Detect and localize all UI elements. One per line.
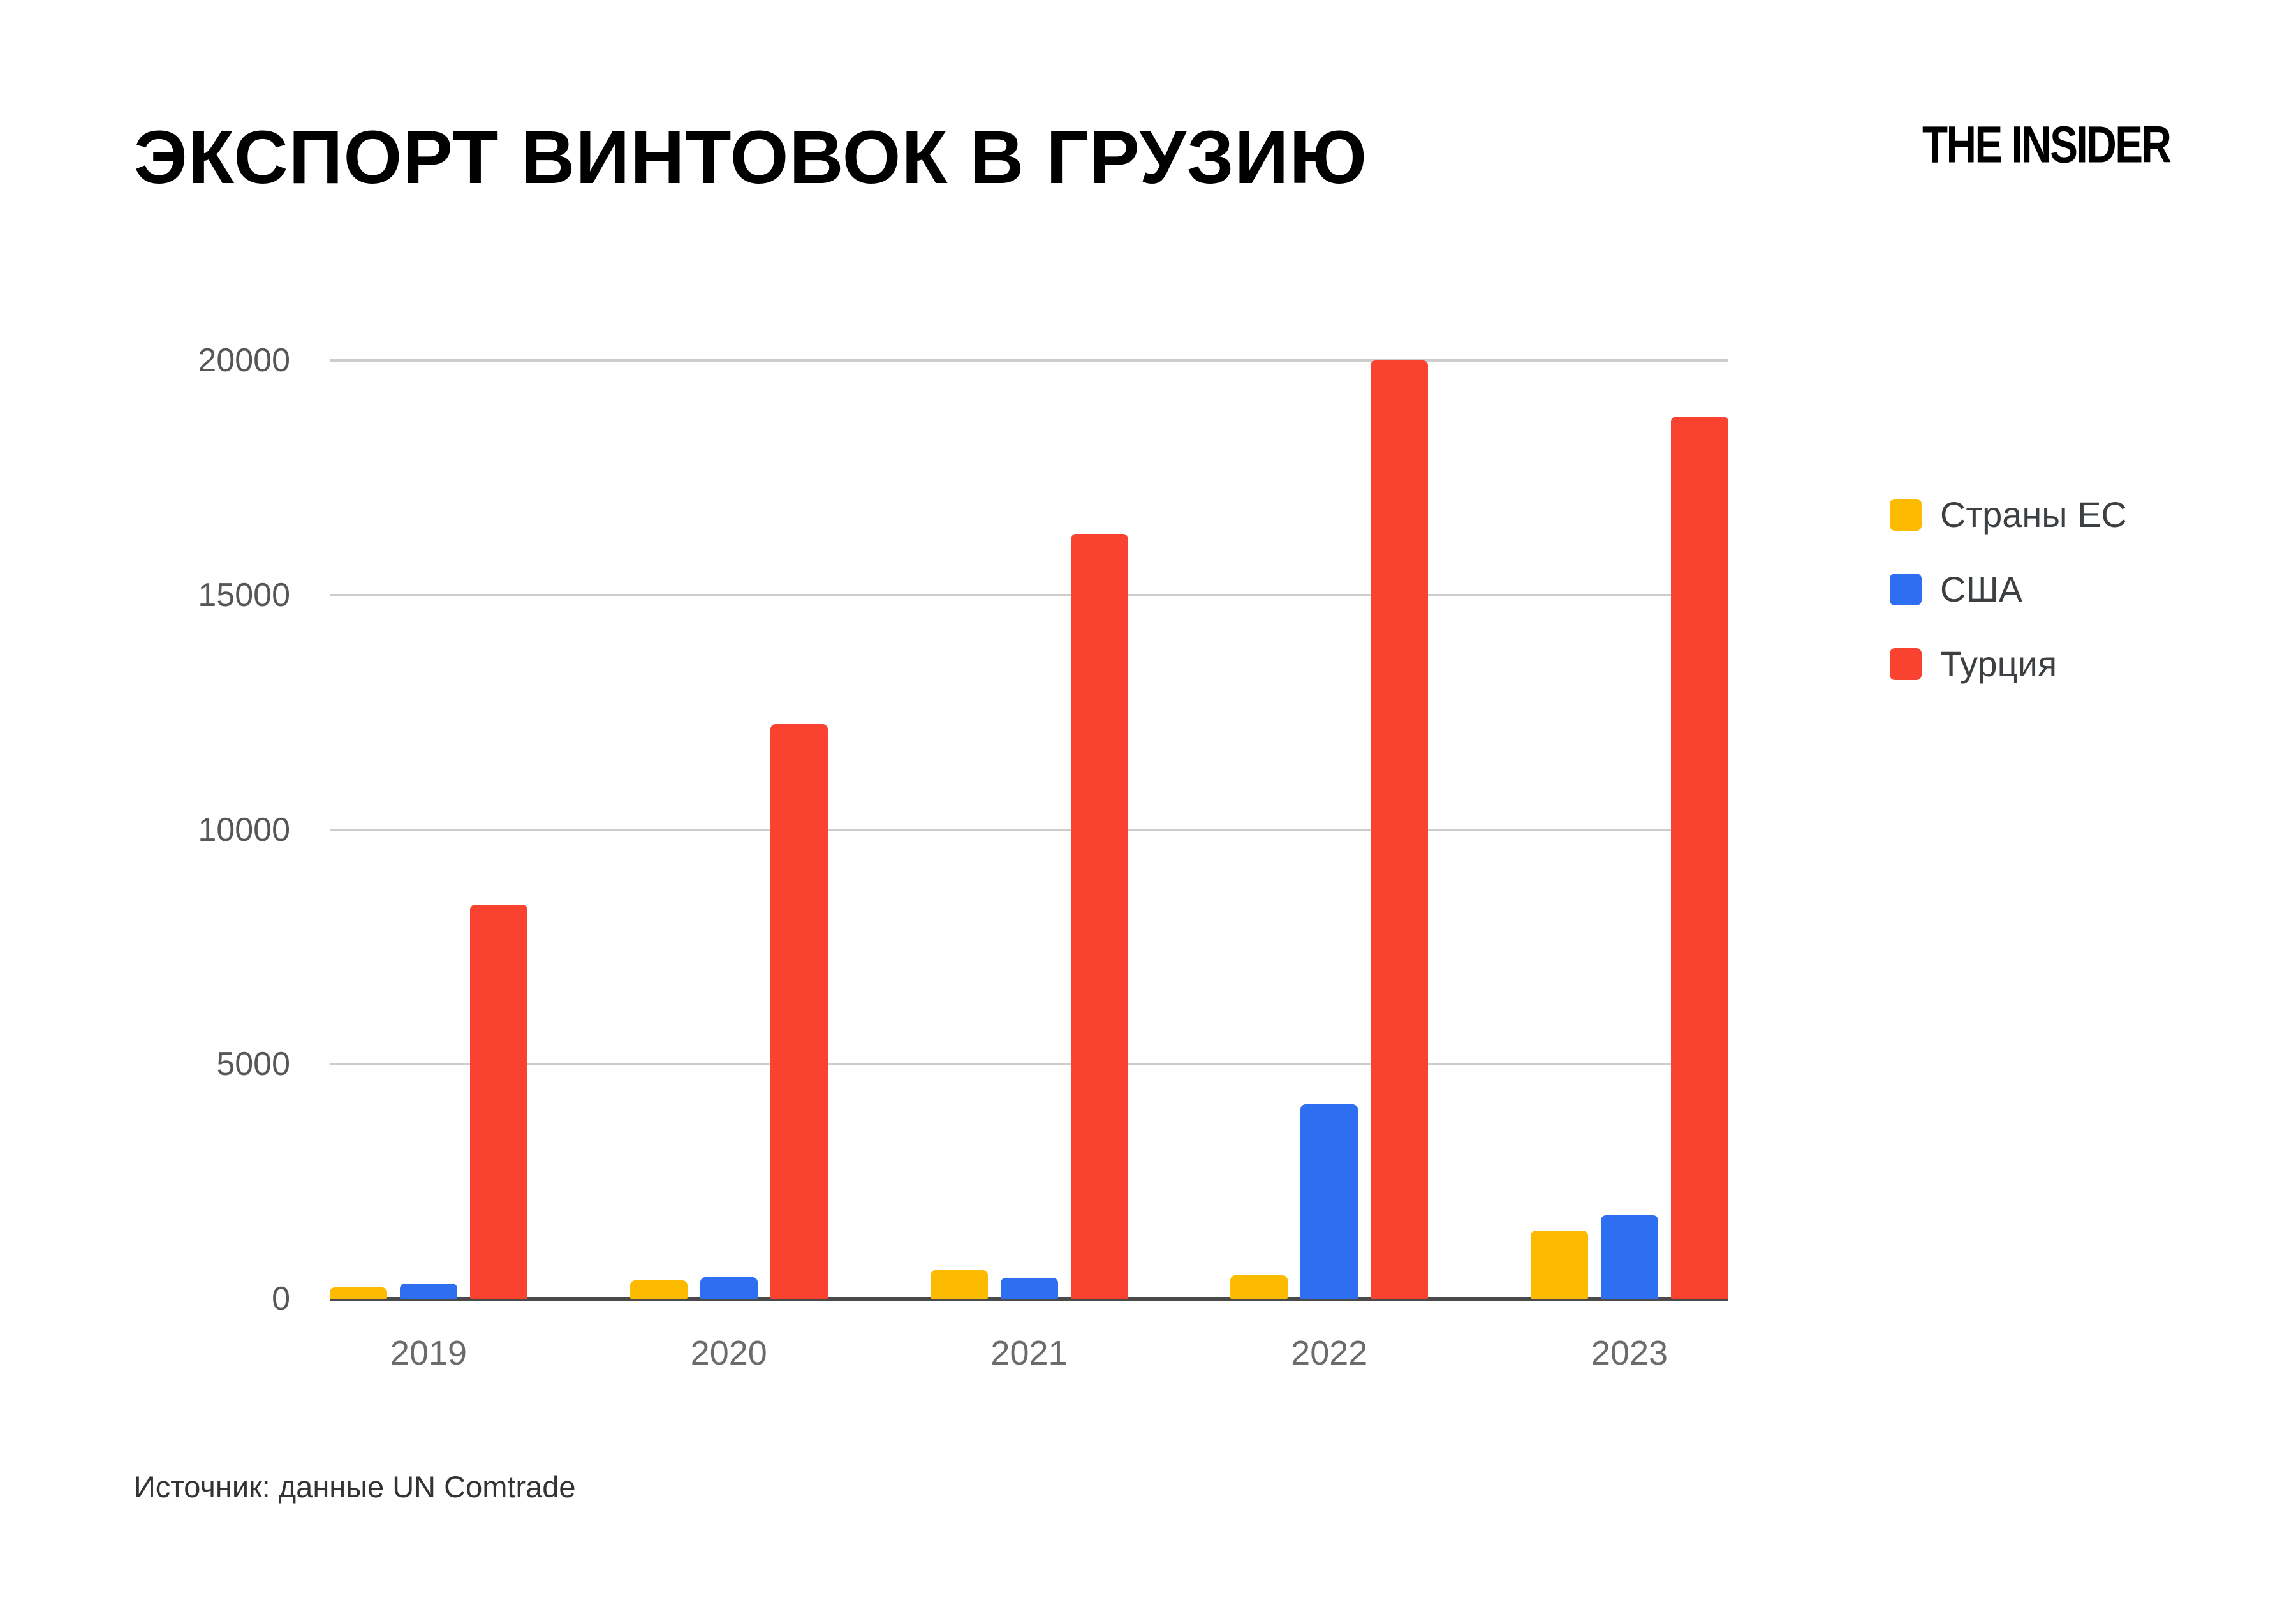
bar-group-2019	[330, 360, 527, 1299]
legend: Страны ЕС США Турция	[1890, 497, 2127, 682]
y-tick-label: 0	[272, 1280, 290, 1317]
legend-item: Страны ЕС	[1890, 497, 2127, 533]
source-note: Источник: данные UN Comtrade	[134, 1470, 576, 1504]
gridline	[330, 593, 1728, 596]
bar-2020-series3	[770, 724, 828, 1299]
bar-2020-series2	[700, 1277, 758, 1299]
legend-color-swatch	[1890, 648, 1922, 680]
gridline	[330, 359, 1728, 362]
bar-2021-series1	[930, 1270, 988, 1299]
axis-baseline	[330, 1297, 1728, 1301]
legend-label: США	[1940, 569, 2023, 609]
x-axis-labels: 2019 2020 2021 2022 2023	[330, 1335, 1728, 1386]
bar-2023-series3	[1671, 417, 1728, 1299]
bar-2022-series1	[1230, 1275, 1288, 1299]
gridline	[330, 1063, 1728, 1066]
bar-2019-series1	[330, 1287, 387, 1299]
y-tick-label: 20000	[198, 342, 290, 379]
bar-group-2021	[930, 360, 1128, 1299]
legend-item: США	[1890, 572, 2127, 607]
bar-2023-series2	[1601, 1215, 1658, 1299]
legend-label: Страны ЕС	[1940, 494, 2127, 535]
x-tick-label: 2020	[690, 1334, 767, 1372]
bar-2022-series2	[1300, 1104, 1358, 1299]
y-tick-label: 15000	[198, 576, 290, 614]
legend-color-swatch	[1890, 574, 1922, 605]
bar-group-2020	[629, 360, 828, 1299]
y-tick-label: 10000	[198, 811, 290, 848]
bar-group-2022	[1230, 360, 1429, 1299]
bar-2019-series2	[400, 1284, 457, 1299]
plot-area	[330, 359, 1728, 1301]
bar-2023-series1	[1531, 1231, 1588, 1299]
legend-label: Турция	[1940, 644, 2057, 684]
brand-logo: THE INSIDER	[1922, 115, 2172, 174]
bar-2022-series3	[1371, 360, 1429, 1299]
page-title: ЭКСПОРТ ВИНТОВОК В ГРУЗИЮ	[134, 115, 1368, 200]
bar-2021-series3	[1070, 534, 1128, 1299]
x-tick-label: 2021	[990, 1334, 1068, 1372]
bar-2020-series1	[629, 1280, 688, 1299]
gridline	[330, 828, 1728, 831]
legend-color-swatch	[1890, 499, 1922, 531]
x-tick-label: 2023	[1591, 1334, 1668, 1372]
bar-2019-series3	[470, 905, 527, 1299]
x-tick-label: 2022	[1291, 1334, 1368, 1372]
x-tick-label: 2019	[390, 1334, 467, 1372]
legend-item: Турция	[1890, 646, 2127, 682]
y-axis-labels: 0 5000 10000 15000 20000	[0, 343, 290, 1317]
bar-group-2023	[1531, 360, 1728, 1299]
bar-2021-series2	[1000, 1278, 1058, 1299]
y-tick-label: 5000	[216, 1046, 290, 1083]
